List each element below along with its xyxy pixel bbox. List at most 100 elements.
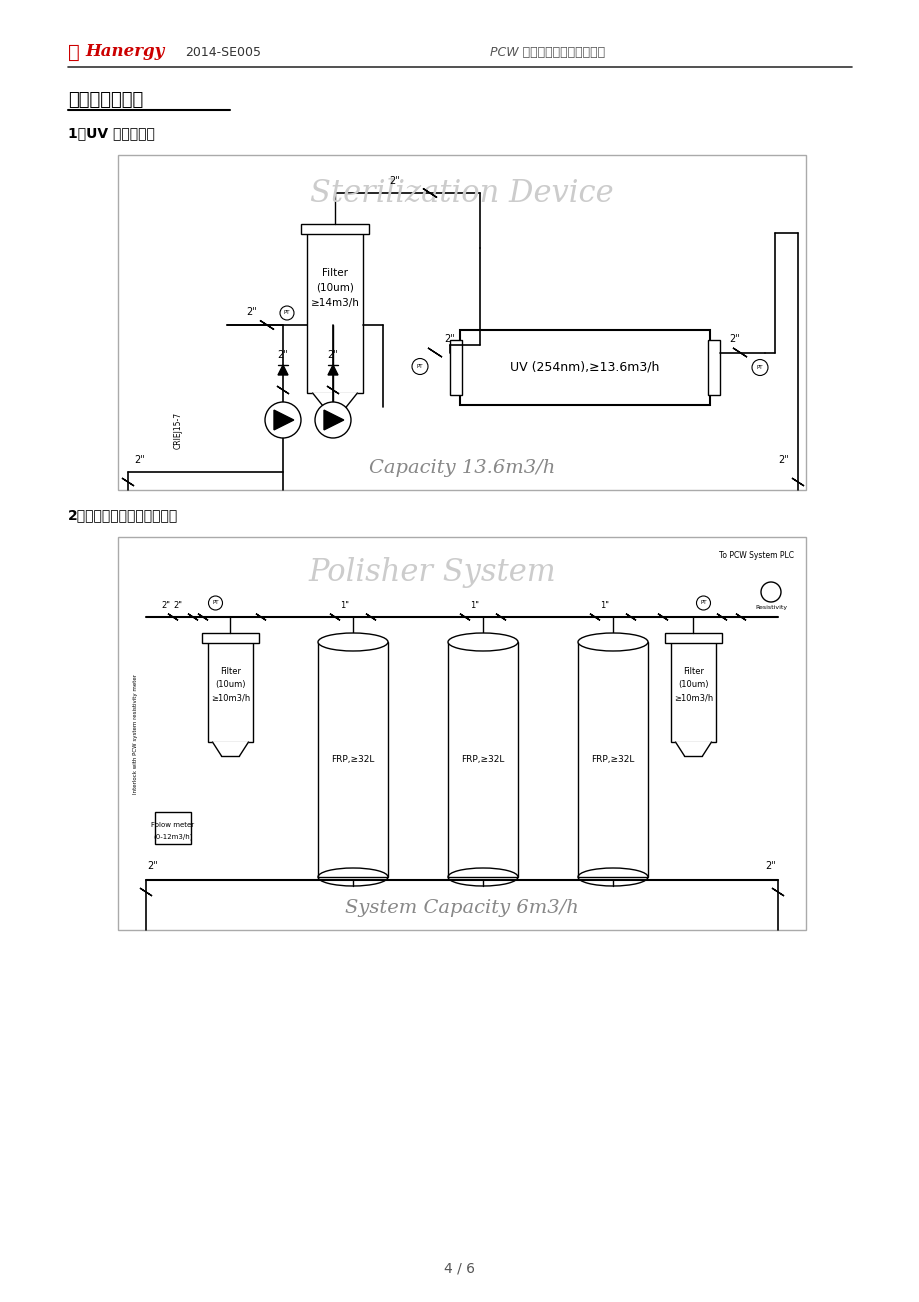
Text: 1": 1" [600,600,608,609]
Bar [708,340,720,395]
Text: PT: PT [756,365,763,370]
Text: 1": 1" [340,600,349,609]
Text: Hanergy: Hanergy [85,43,165,60]
Text: FRP,≥32L: FRP,≥32L [331,755,374,764]
Text: Folow meter: Folow meter [152,822,194,828]
Text: 2": 2" [246,307,257,316]
Ellipse shape [577,633,647,651]
Polygon shape [328,365,337,375]
Text: PT: PT [212,600,219,605]
Polygon shape [460,613,470,620]
Text: Sterilization Device: Sterilization Device [310,177,613,208]
Circle shape [751,359,767,375]
Bar [301,224,369,234]
Text: PT: PT [283,310,289,315]
Text: Filter: Filter [322,268,347,279]
Text: 2": 2" [327,350,338,359]
Polygon shape [675,742,710,756]
Text: (0-12m3/h): (0-12m3/h) [153,833,193,840]
Text: 2": 2" [147,861,158,871]
Bar [670,642,715,742]
Text: UV (254nm),≥13.6m3/h: UV (254nm),≥13.6m3/h [510,361,659,374]
Text: 2": 2" [729,335,740,345]
Polygon shape [791,478,803,486]
Bar [577,642,647,878]
Text: System Capacity 6m3/h: System Capacity 6m3/h [345,898,578,917]
Text: 2．抛光混床离子交换系统：: 2．抛光混床离子交换系统： [68,508,178,522]
Text: ≥10m3/h: ≥10m3/h [673,694,712,703]
Polygon shape [168,613,177,620]
Polygon shape [495,613,505,620]
Polygon shape [657,613,667,620]
Polygon shape [198,613,208,620]
Polygon shape [366,613,376,620]
Text: ≥10m3/h: ≥10m3/h [210,694,250,703]
Text: 三、工艺流程图: 三、工艺流程图 [68,91,143,109]
Text: 2": 2" [162,600,170,609]
Text: 2": 2" [174,600,182,609]
Polygon shape [771,888,783,896]
Text: PCW 系统水处理装置设计方案: PCW 系统水处理装置设计方案 [490,46,605,59]
Text: (10um): (10um) [316,283,354,293]
Text: FRP,≥32L: FRP,≥32L [591,755,634,764]
Polygon shape [625,613,635,620]
Bar [460,329,709,405]
Text: 2": 2" [278,350,288,359]
Text: Filter: Filter [682,668,703,677]
Circle shape [265,402,301,437]
Bar [318,642,388,878]
Bar [448,642,517,878]
Text: 4 / 6: 4 / 6 [444,1262,475,1275]
Polygon shape [187,613,198,620]
Polygon shape [260,320,274,329]
Bar [208,642,253,742]
Ellipse shape [448,633,517,651]
Text: FRP,≥32L: FRP,≥32L [460,755,505,764]
Bar [664,633,721,643]
Polygon shape [732,348,746,357]
Text: Ⓢ: Ⓢ [68,43,80,61]
Polygon shape [274,410,293,430]
Text: 2": 2" [390,176,400,186]
Circle shape [279,306,294,320]
Polygon shape [323,410,344,430]
Bar [118,155,805,490]
Polygon shape [326,387,338,395]
Polygon shape [212,742,248,756]
Text: 2014-SE005: 2014-SE005 [185,46,261,59]
Text: Polisher System: Polisher System [308,556,555,587]
Text: 1": 1" [470,600,479,609]
Polygon shape [589,613,599,620]
Text: Resistivity: Resistivity [754,604,787,609]
Circle shape [760,582,780,602]
Circle shape [412,358,427,375]
Polygon shape [122,478,134,486]
Bar [202,633,259,643]
Circle shape [696,596,709,611]
Polygon shape [140,888,152,896]
Text: (10um): (10um) [215,681,245,690]
Text: 2": 2" [765,861,776,871]
Bar [449,340,461,395]
Text: CRIEJ15-7: CRIEJ15-7 [174,411,182,449]
Text: 2": 2" [777,454,789,465]
Bar [307,233,363,393]
Text: PT: PT [699,600,706,605]
Text: 1．UV 杀菌系统：: 1．UV 杀菌系统： [68,126,154,141]
Polygon shape [716,613,726,620]
Text: Capacity 13.6m3/h: Capacity 13.6m3/h [369,460,554,477]
Polygon shape [330,613,340,620]
Text: Filter: Filter [220,668,241,677]
Text: 2": 2" [134,454,145,465]
Circle shape [314,402,351,437]
Text: (10um): (10um) [677,681,708,690]
Text: ≥14m3/h: ≥14m3/h [311,298,359,309]
Polygon shape [427,348,441,357]
Polygon shape [735,613,745,620]
Text: 2": 2" [444,335,455,345]
Text: Interlock with PCW system resistivity meter: Interlock with PCW system resistivity me… [133,673,139,793]
Text: To PCW System PLC: To PCW System PLC [719,551,793,560]
Ellipse shape [318,633,388,651]
Text: PT: PT [416,365,423,368]
Polygon shape [312,393,357,408]
